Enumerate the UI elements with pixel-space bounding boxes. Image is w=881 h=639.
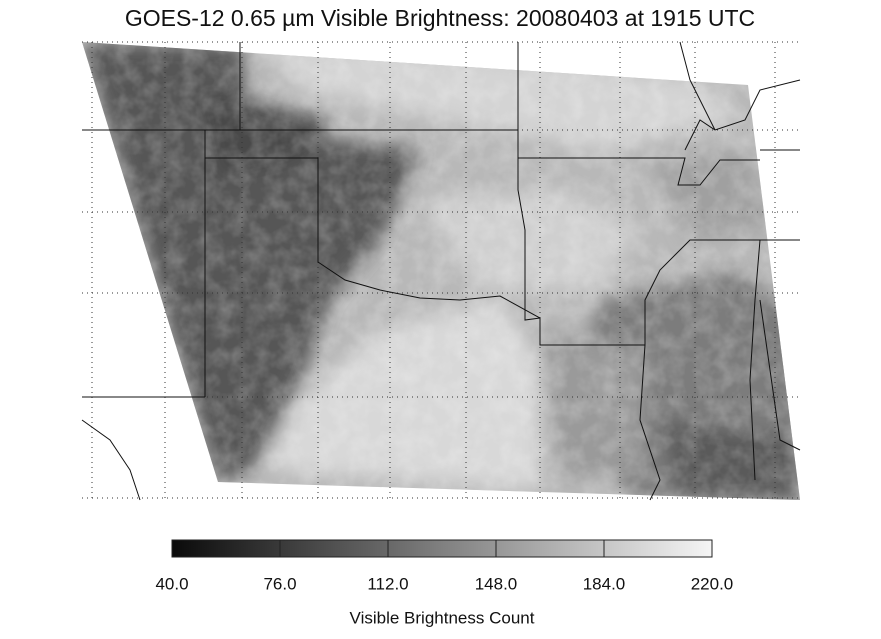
colorbar-tick-label: 76.0 [263,574,296,593]
colorbar-scale [171,539,713,558]
colorbar-label: Visible Brightness Count [350,608,535,627]
state-borders [81,41,801,501]
colorbar-tick-label: 40.0 [155,574,188,593]
colorbar-tick-label: 220.0 [691,574,734,593]
colorbar-tick-label: 112.0 [367,574,408,593]
colorbar [171,539,713,558]
satellite-image [82,42,800,500]
colorbar-tick-label: 184.0 [583,574,626,593]
map-title: GOES-12 0.65 µm Visible Brightness: 2008… [125,5,755,31]
colorbar-tick-label: 148.0 [475,574,518,593]
